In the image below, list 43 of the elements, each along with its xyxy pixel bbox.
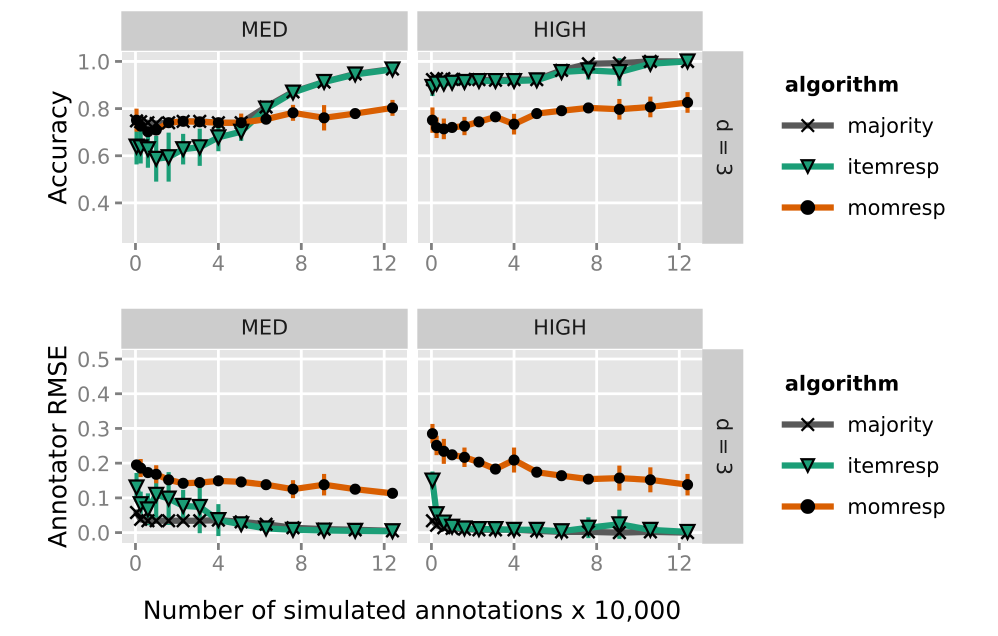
chart-title: MED xyxy=(242,22,287,37)
x-tick-label: 8 xyxy=(296,555,306,571)
x-tick-label: 8 xyxy=(591,255,602,271)
legend-label: momresp xyxy=(849,203,945,220)
y-tick-label: 0.8 xyxy=(78,101,109,117)
x-tick-label: 4 xyxy=(212,255,224,271)
x-axis-title: Number of simulated annotations x 10,000 xyxy=(145,600,680,622)
chart-title: MED xyxy=(242,319,287,335)
y-axis-title: Accuracy xyxy=(48,91,72,204)
legend-label: itemresp xyxy=(849,457,938,478)
x-tick-label: 4 xyxy=(508,555,520,571)
chart-title: HIGH xyxy=(535,319,585,335)
y-tick-label: 1.0 xyxy=(79,54,109,70)
x-tick-label: 0 xyxy=(426,555,437,571)
x-tick-label: 12 xyxy=(373,255,396,271)
x-tick-label: 0 xyxy=(130,255,141,271)
x-tick-label: 4 xyxy=(212,555,224,571)
y-tick-label: 0.5 xyxy=(78,351,108,368)
x-tick-label: 0 xyxy=(426,255,437,271)
legend-label: majority xyxy=(849,117,934,138)
x-tick-label: 12 xyxy=(373,555,396,571)
x-tick-label: 0 xyxy=(130,555,141,571)
x-tick-label: 8 xyxy=(591,555,602,571)
y-tick-label: 0.1 xyxy=(78,490,108,506)
y-tick-label: 0.4 xyxy=(78,386,110,402)
y-tick-label: 0.0 xyxy=(78,525,109,541)
legend-title: algorithm xyxy=(786,374,898,396)
legend-label: majority xyxy=(849,416,934,436)
y-tick-label: 0.4 xyxy=(78,195,110,212)
text: d = 3 xyxy=(716,419,733,474)
legend-title: algorithm xyxy=(786,76,898,96)
x-tick-label: 8 xyxy=(296,255,306,271)
legend-label: momresp xyxy=(849,502,945,518)
text: d = 3 xyxy=(716,120,733,174)
x-tick-label: 12 xyxy=(668,255,690,271)
y-tick-label: 0.2 xyxy=(78,456,108,472)
x-tick-label: 12 xyxy=(668,555,690,571)
y-axis-title: Annotator RMSE xyxy=(48,346,67,548)
y-tick-label: 0.3 xyxy=(78,420,109,437)
y-tick-label: 0.6 xyxy=(78,148,109,164)
chart-title: HIGH xyxy=(535,21,585,38)
legend-label: itemresp xyxy=(849,158,938,178)
x-tick-label: 4 xyxy=(508,255,520,271)
